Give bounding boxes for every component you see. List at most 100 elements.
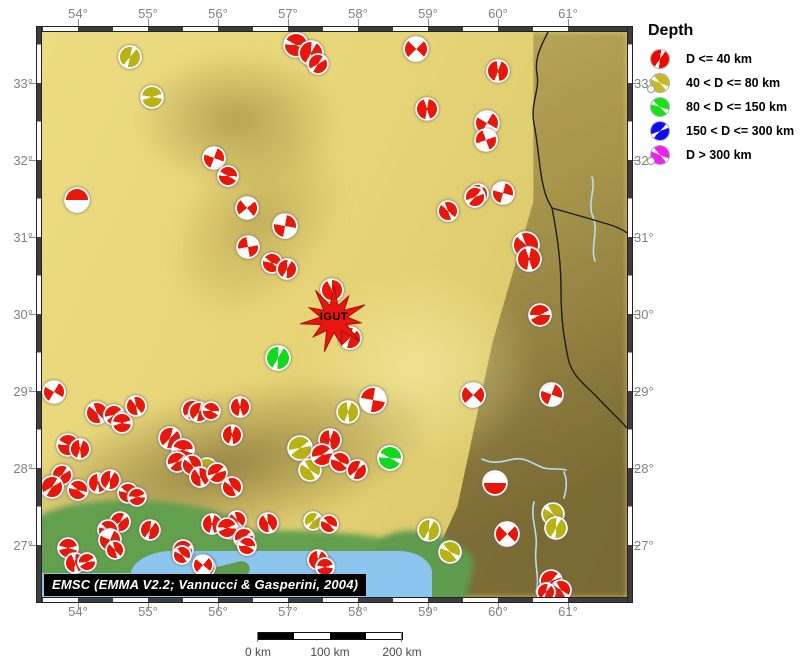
- legend-beachball-icon: [651, 97, 669, 116]
- lon-tick-bottom: [148, 603, 149, 610]
- scale-tick: [257, 632, 258, 642]
- focal-mechanism-beachball: [546, 518, 566, 538]
- lat-tick-right: [633, 160, 640, 161]
- country-border: [551, 207, 627, 234]
- lat-tick-left: [29, 391, 36, 392]
- lat-tick-right: [633, 468, 640, 469]
- scale-label-100: 100 km: [310, 645, 350, 659]
- lat-tick-right: [633, 391, 640, 392]
- depth-legend: Depth D <= 40 km 40 < D <= 80 km 80 < D <=…: [647, 22, 805, 169]
- map-frame-right: [627, 26, 633, 603]
- lat-label-left: 29°: [13, 384, 33, 399]
- focal-mechanism-beachball: [305, 513, 321, 529]
- lon-tick-top: [218, 19, 219, 26]
- lon-tick-bottom: [218, 603, 219, 610]
- focal-mechanism-beachball: [66, 189, 88, 211]
- focal-mechanism-beachball: [194, 556, 212, 574]
- focal-mechanism-beachball: [331, 453, 349, 471]
- lat-label-left: 27°: [13, 538, 33, 553]
- focal-mechanism-beachball: [174, 547, 190, 563]
- focal-mechanism-beachball: [466, 188, 484, 206]
- lon-tick-top: [78, 19, 79, 26]
- lat-tick-left: [29, 160, 36, 161]
- focal-mechanism-beachball: [239, 538, 255, 554]
- terrain-shading: [132, 50, 342, 190]
- lon-label-top: 55°: [138, 6, 158, 21]
- focal-mechanism-beachball: [237, 198, 257, 218]
- focal-mechanism-beachball: [204, 148, 224, 168]
- focal-mechanism-beachball: [538, 584, 554, 597]
- focal-mechanism-beachball: [44, 382, 64, 402]
- focal-mechanism-beachball: [231, 398, 249, 416]
- focal-mechanism-beachball: [259, 514, 277, 532]
- lat-tick-right: [633, 314, 640, 315]
- legend-beachball-icon: [651, 49, 669, 68]
- country-border: [532, 32, 553, 209]
- lon-label-top: 54°: [68, 6, 88, 21]
- legend-item-label: 80 < D <= 150 km: [686, 99, 788, 114]
- legend-beachball-icon: [647, 145, 669, 165]
- borders-and-rivers: [481, 32, 627, 593]
- focal-mechanism-beachball: [113, 414, 131, 432]
- focal-mechanism-beachball: [552, 581, 570, 597]
- scale-bar-segments: [257, 632, 403, 642]
- lon-tick-top: [288, 19, 289, 26]
- focal-mechanism-beachball: [476, 112, 498, 134]
- focal-mechanism-beachball: [223, 478, 241, 496]
- focal-mechanism-beachball: [405, 38, 427, 60]
- river: [563, 471, 568, 499]
- focal-mechanism-beachball: [69, 481, 87, 499]
- legend-title: Depth: [648, 22, 694, 39]
- focal-mechanism-layer: [42, 32, 627, 597]
- focal-mechanism-beachball: [322, 280, 342, 300]
- legend-item: 80 < D <= 150 km: [648, 97, 805, 116]
- focal-mechanism-beachball: [338, 402, 358, 422]
- lon-label-bottom: 54°: [68, 604, 88, 619]
- lon-tick-bottom: [358, 603, 359, 610]
- lon-tick-bottom: [568, 603, 569, 610]
- lon-label-bottom: 55°: [138, 604, 158, 619]
- lon-label-top: 61°: [558, 6, 578, 21]
- lon-label-bottom: 61°: [558, 604, 578, 619]
- lat-label-right: 27°: [634, 538, 654, 553]
- scale-tick: [401, 632, 402, 642]
- lon-tick-top: [148, 19, 149, 26]
- focal-mechanism-beachball: [419, 520, 439, 540]
- focal-mechanism-beachball: [168, 453, 186, 471]
- focal-mechanism-beachball: [208, 464, 226, 482]
- lon-tick-top: [498, 19, 499, 26]
- legend-small-circle-icon: [647, 156, 655, 165]
- star-icon: [300, 284, 366, 352]
- focal-mechanism-beachball: [476, 130, 496, 150]
- lat-label-right: 28°: [634, 461, 654, 476]
- lon-tick-bottom: [288, 603, 289, 610]
- legend-item: 150 < D <= 300 km: [648, 121, 805, 140]
- focal-mechanism-beachball: [127, 397, 145, 415]
- lon-tick-bottom: [78, 603, 79, 610]
- focal-mechanism-beachball: [417, 99, 437, 119]
- river: [481, 457, 567, 471]
- focal-mechanism-beachball: [493, 183, 513, 203]
- lon-label-bottom: 56°: [208, 604, 228, 619]
- lon-label-bottom: 57°: [278, 604, 298, 619]
- lon-label-top: 60°: [488, 6, 508, 21]
- focal-mechanism-beachball: [71, 440, 89, 458]
- lat-tick-left: [29, 237, 36, 238]
- map: IGUT EMSC (EMMA V2.2; Vannucci & Gasperi…: [42, 32, 627, 597]
- focal-mechanism-beachball: [440, 542, 460, 562]
- map-frame-left: [36, 26, 42, 603]
- lat-tick-right: [633, 237, 640, 238]
- focal-mechanism-beachball: [42, 477, 62, 497]
- lat-label-left: 28°: [13, 461, 33, 476]
- focal-mechanism-beachball: [309, 55, 327, 73]
- legend-beachball-icon: [651, 121, 669, 140]
- lat-label-right: 29°: [634, 384, 654, 399]
- focal-mechanism-beachball: [267, 347, 289, 369]
- focal-mechanism-beachball: [79, 554, 95, 570]
- attribution-banner: EMSC (EMMA V2.2; Vannucci & Gasperini, 2…: [44, 574, 367, 596]
- lon-tick-top: [358, 19, 359, 26]
- focal-mechanism-beachball: [484, 472, 506, 494]
- lon-tick-bottom: [428, 603, 429, 610]
- focal-mechanism-beachball: [101, 471, 119, 489]
